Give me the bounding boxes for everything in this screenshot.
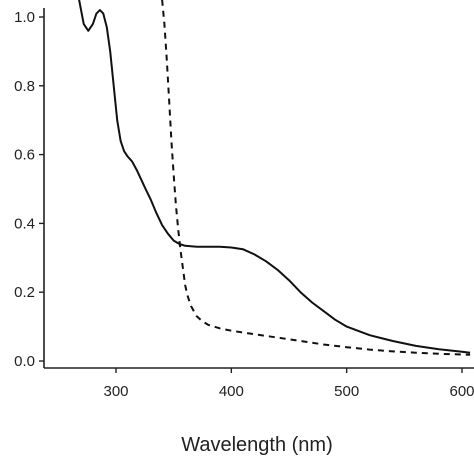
- y-tick-label: 0.2: [14, 284, 35, 301]
- plot-series-group: [78, 0, 471, 356]
- y-tick-label: 0.4: [14, 215, 35, 232]
- x-tick-label: 300: [103, 383, 128, 400]
- x-tick-label: 400: [219, 383, 244, 400]
- solid-series-line: [78, 0, 471, 354]
- x-axis-ticks: 300 400 500 600: [103, 368, 474, 400]
- y-tick-label: 0.6: [14, 147, 35, 164]
- y-tick-label: 1.0: [14, 9, 35, 26]
- dashed-series-line: [161, 0, 471, 356]
- y-axis-ticks: 0.0 0.2 0.4 0.6 0.8 1.0: [14, 9, 44, 370]
- y-tick-label: 0.0: [14, 353, 35, 370]
- x-tick-label: 500: [334, 383, 359, 400]
- x-tick-label: 600: [449, 383, 474, 400]
- y-tick-label: 0.8: [14, 78, 35, 95]
- x-axis-title: Wavelength (nm): [181, 434, 333, 456]
